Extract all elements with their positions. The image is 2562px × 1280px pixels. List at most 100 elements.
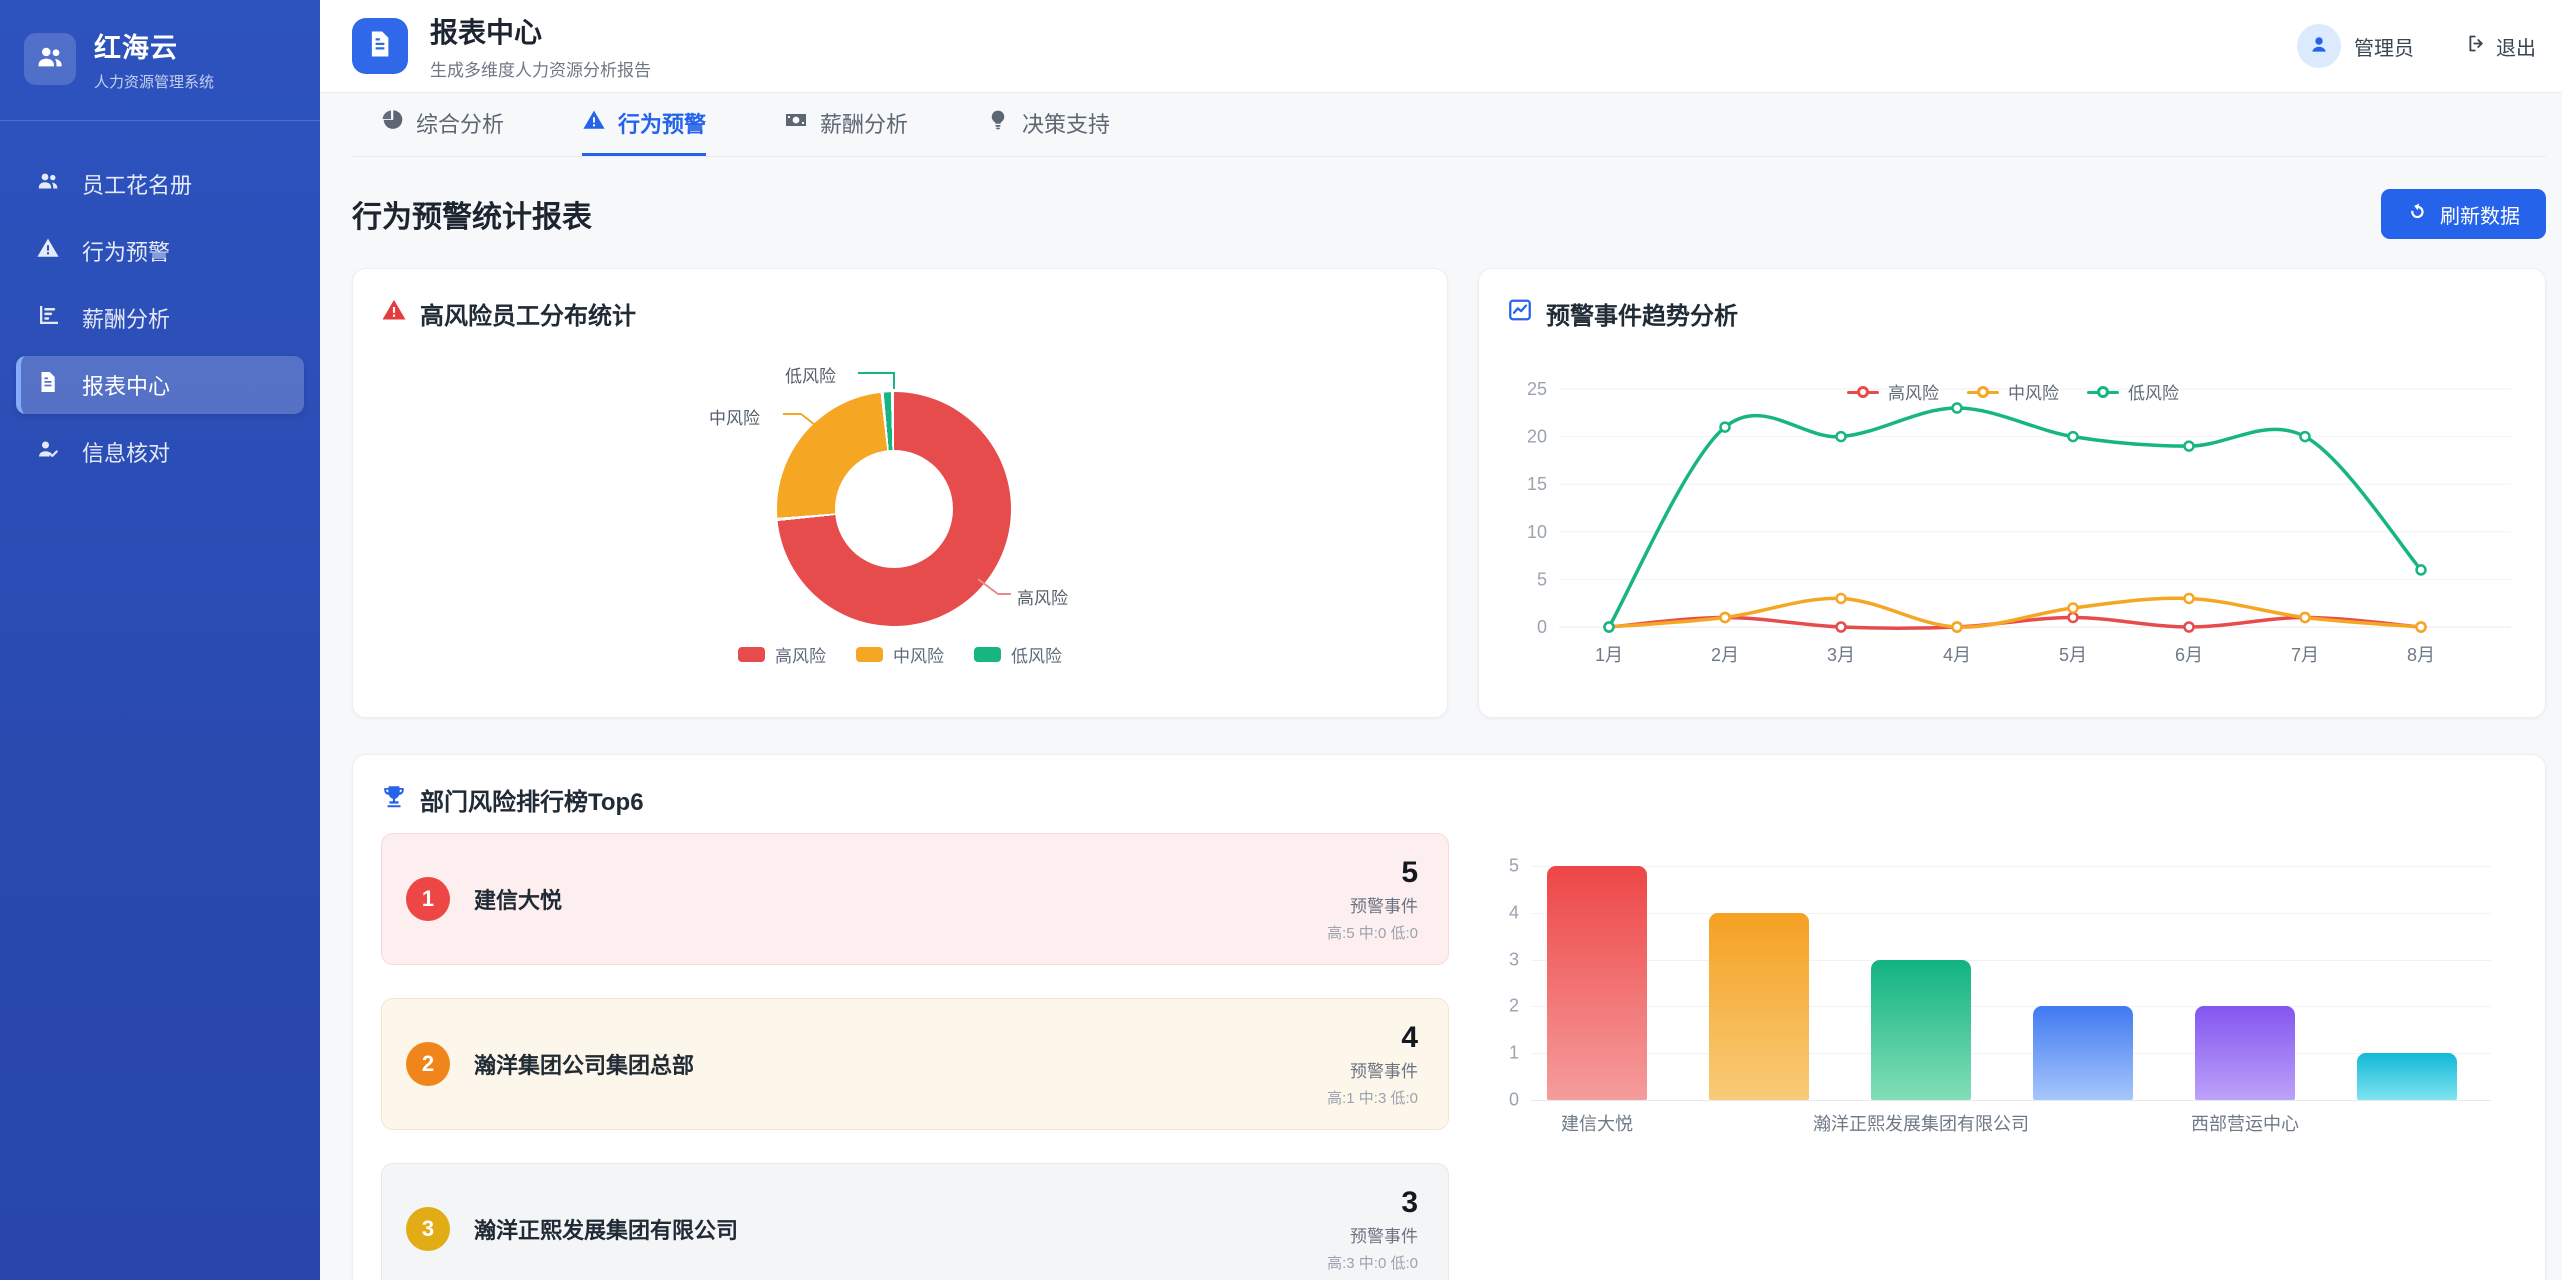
y-axis-tick: 5 [1508,855,1519,876]
warning-icon [381,297,407,330]
brand-logo [24,33,76,85]
y-axis-tick: 20 [1527,427,1547,447]
sidebar-item-label: 信息核对 [82,441,171,466]
data-point-marker [1951,402,1963,414]
tab-decision-support[interactable]: 决策支持 [986,93,1110,156]
y-axis-tick: 5 [1537,569,1547,589]
rank-stats: 4 预警事件 高:1 中:3 低:0 [1327,1021,1418,1108]
data-point-marker [1603,621,1615,633]
legend-label: 低风险 [1011,647,1062,666]
trend-legend-medium[interactable]: 中风险 [1967,379,2059,404]
x-axis-label: 4月 [1943,645,1971,665]
trend-legend-marker-medium [1967,385,1999,398]
trend-line-chart: 0 5 10 15 20 25 1月 2月 3月 4月 5月 6月 7月 8月 [1527,379,2511,665]
tab-label: 薪酬分析 [820,112,909,137]
gridline [1531,1053,2491,1055]
sidebar-item-label: 员工花名册 [82,173,193,198]
sidebar: 红海云 人力资源管理系统 员工花名册 行为预警 薪酬分析 [0,0,320,1280]
legend-swatch-high [738,647,765,662]
section-head: 行为预警统计报表 刷新数据 [352,189,2546,239]
y-axis-tick: 15 [1527,474,1547,494]
brand-subtitle: 人力资源管理系统 [94,74,215,91]
username: 管理员 [2354,37,2414,60]
y-axis-tick: 3 [1508,949,1519,970]
sidebar-item-info-check[interactable]: 信息核对 [16,423,304,481]
trend-legend-label: 低风险 [2128,384,2179,403]
bar-category-label: 瀚洋正熙发展集团有限公司 [1813,1114,2029,1134]
y-axis-tick: 0 [1508,1089,1519,1110]
rank-department-name: 瀚洋集团公司集团总部 [474,1053,695,1078]
x-axis-label: 5月 [2059,645,2087,665]
y-axis-tick: 1 [1508,1042,1519,1063]
y-axis-tick: 2 [1508,995,1519,1016]
rank-count-label: 预警事件 [1350,1061,1418,1081]
data-point-marker [2415,621,2427,633]
refresh-button[interactable]: 刷新数据 [2381,189,2546,239]
tab-comprehensive-analysis[interactable]: 综合分析 [380,93,504,156]
warning-trend-card: 预警事件趋势分析 高风险 中风险 低风 [1478,268,2546,718]
user-check-icon [36,437,60,467]
topbar: 报表中心 生成多维度人力资源分析报告 管理员 退出 [320,0,2562,93]
tab-behavior-warning[interactable]: 行为预警 [582,93,707,156]
risk-distribution-card: 高风险员工分布统计 低风险 中风险 高风险 [352,268,1448,718]
rank-badge: 2 [406,1042,450,1086]
donut-label-medium: 中风险 [709,409,760,428]
y-axis-tick: 4 [1508,902,1519,923]
data-point-marker [1951,621,1963,633]
trend-legend: 高风险 中风险 低风险 [1847,379,2179,404]
y-axis-tick: 10 [1527,522,1547,542]
legend-item-medium[interactable]: 中风险 [856,642,944,667]
brand-text: 红海云 人力资源管理系统 [94,26,214,92]
data-point-marker [1719,611,1731,624]
donut-label-high: 高风险 [1017,589,1068,608]
rank-badge: 1 [406,877,450,921]
tab-label: 行为预警 [618,112,707,137]
avatar[interactable] [2297,24,2341,68]
bar-category-label: 建信大悦 [1561,1114,1633,1134]
legend-label: 中风险 [893,647,944,666]
trend-chart-area: 高风险 中风险 低风险 0 5 10 15 20 25 1月 2月 3月 4月 5月 6月 7月 8月 [1499,369,2527,711]
sidebar-nav: 员工花名册 行为预警 薪酬分析 报表中心 [0,121,320,481]
money-icon [784,108,808,138]
department-ranking-card: 部门风险排行榜Top6 1 建信大悦 5 预警事件 高:5 中:0 低:0 2 … [352,754,2546,1280]
refresh-icon [2407,201,2428,228]
data-point-marker [2183,440,2195,452]
donut-hole [835,450,953,568]
rank-item-3: 3 瀚洋正熙发展集团有限公司 3 预警事件 高:3 中:0 低:0 [381,1163,1449,1280]
tab-salary-analysis[interactable]: 薪酬分析 [784,93,908,156]
trend-line-高风险 [1607,615,2423,630]
rank-breakdown: 高:5 中:0 低:0 [1327,924,1418,942]
sidebar-item-employee-roster[interactable]: 员工花名册 [16,155,304,213]
trend-legend-label: 中风险 [2008,384,2059,403]
x-axis-label: 7月 [2291,645,2319,665]
sidebar-item-behavior-warning[interactable]: 行为预警 [16,222,304,280]
logout-button[interactable]: 退出 [2466,32,2536,61]
bar-4 [2033,1006,2133,1100]
cards-row: 高风险员工分布统计 低风险 中风险 高风险 [352,268,2546,718]
bulb-icon [986,108,1010,138]
sidebar-item-salary-analysis[interactable]: 薪酬分析 [16,289,304,347]
department-bar-chart: 0 1 2 3 4 5 建信大悦 瀚洋正熙发展集团有限公司 西部营运中心 [1481,845,2521,1145]
bar-5 [2195,1006,2295,1100]
page-icon [352,18,408,74]
trend-legend-marker-low [2087,385,2119,398]
data-point-marker [1835,430,1847,443]
trend-legend-high[interactable]: 高风险 [1847,379,1939,404]
topbar-right: 管理员 退出 [2297,24,2536,68]
bar-category-label: 西部营运中心 [2191,1114,2299,1134]
sidebar-item-report-center[interactable]: 报表中心 [16,356,304,414]
users-icon [35,42,65,77]
legend-item-low[interactable]: 低风险 [974,642,1062,667]
report-icon [36,370,60,400]
ranking-title-row: 部门风险排行榜Top6 [353,755,2545,817]
legend-label: 高风险 [775,647,826,666]
y-axis-tick: 25 [1527,379,1547,399]
trend-legend-low[interactable]: 低风险 [2087,379,2179,404]
donut-card-title-text: 高风险员工分布统计 [420,303,636,330]
tab-label: 综合分析 [416,112,505,137]
legend-item-high[interactable]: 高风险 [738,642,826,667]
rank-event-count: 3 [1401,1185,1418,1219]
gridline [1531,959,2491,961]
rank-breakdown: 高:3 中:0 低:0 [1327,1254,1418,1272]
data-point-marker [2067,611,2079,624]
